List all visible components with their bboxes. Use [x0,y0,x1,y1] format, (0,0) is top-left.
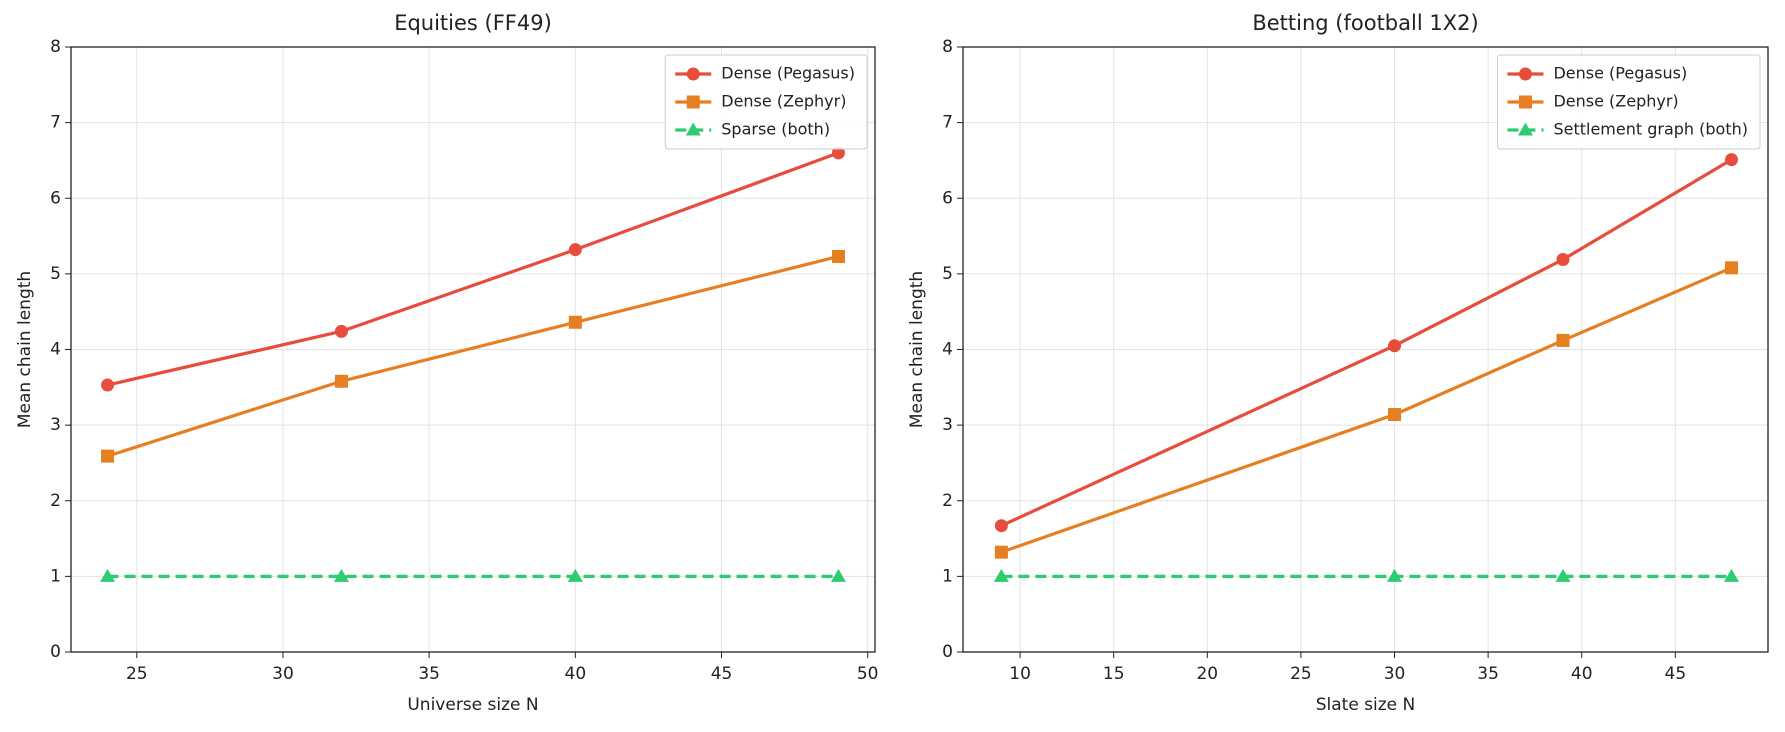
data-point [568,315,582,329]
chart-title: Betting (football 1X2) [1252,11,1478,35]
y-tick-label: 6 [50,188,61,208]
chart-title: Equities (FF49) [394,11,552,35]
x-tick-label: 30 [1384,664,1406,684]
data-point [334,324,348,338]
y-tick-label: 4 [942,340,953,360]
series-line [107,254,839,458]
x-tick-label: 35 [418,664,440,684]
y-tick-label: 8 [942,37,953,57]
y-tick-label: 2 [942,491,953,511]
x-tick-label: 45 [1665,664,1687,684]
data-point [1388,339,1402,353]
y-axis-label: Mean chain length [907,271,927,428]
legend-label: Dense (Zephyr) [721,92,846,111]
data-point [333,568,349,582]
x-tick-label: 50 [857,664,879,684]
legend-label: Dense (Zephyr) [1553,92,1678,111]
plot-frame [70,46,876,653]
x-tick-label: 25 [1290,664,1312,684]
x-axis-label: Slate size N [1316,695,1416,715]
y-tick-label: 8 [50,37,61,57]
data-point [1388,408,1402,422]
data-point [1724,261,1738,275]
legend-box [1496,54,1761,150]
series-line [1000,266,1733,554]
y-tick-label: 1 [942,566,953,586]
data-point [101,449,115,463]
data-point [1556,253,1570,267]
data-point [567,568,583,582]
legend-marker [1518,95,1532,109]
y-tick-label: 4 [50,340,61,360]
y-tick-label: 3 [50,415,61,435]
y-tick-label: 0 [50,642,61,662]
legend-box [664,54,868,150]
legend-marker [1518,67,1532,81]
y-tick-label: 1 [50,566,61,586]
legend-label: Sparse (both) [721,120,830,139]
data-point [1724,153,1738,167]
plot-frame [962,46,1769,653]
legend-label: Dense (Pegasus) [1553,64,1687,83]
legend-label: Dense (Pegasus) [721,64,855,83]
data-point [831,146,845,160]
x-tick-label: 40 [565,664,587,684]
y-axis-label: Mean chain length [15,271,35,428]
y-tick-label: 7 [50,113,61,133]
x-tick-label: 35 [1477,664,1499,684]
data-point [1723,568,1739,582]
y-tick-label: 2 [50,491,61,511]
legend-marker [686,95,700,109]
legend-marker [686,67,700,81]
data-point [831,249,845,263]
x-tick-label: 25 [126,664,148,684]
data-point [994,519,1008,533]
y-tick-label: 5 [942,264,953,284]
x-tick-label: 45 [711,664,733,684]
data-point [568,243,582,257]
legend-marker [685,122,701,136]
x-tick-label: 40 [1571,664,1593,684]
data-point [994,545,1008,559]
data-point [830,568,846,582]
y-tick-label: 7 [942,113,953,133]
y-tick-label: 0 [942,642,953,662]
x-axis-label: Universe size N [407,695,538,715]
data-point [1556,333,1570,347]
x-tick-label: 30 [272,664,294,684]
x-tick-label: 10 [1009,664,1031,684]
data-point [100,568,116,582]
legend: Dense (Pegasus) Dense (Zephyr) Settlement … [1496,54,1761,150]
series-line [1000,158,1733,528]
y-tick-label: 5 [50,264,61,284]
y-tick-label: 6 [942,188,953,208]
legend-marker [1517,122,1533,136]
legend-label: Settlement graph (both) [1553,120,1748,139]
x-tick-label: 15 [1103,664,1125,684]
data-point [101,378,115,392]
data-point [334,374,348,388]
y-tick-label: 3 [942,415,953,435]
data-point [993,568,1009,582]
data-point [1387,568,1403,582]
legend: Dense (Pegasus) Dense (Zephyr) Sparse (bot… [664,54,868,150]
data-point [1555,568,1571,582]
x-tick-label: 20 [1196,664,1218,684]
series-line [107,151,840,387]
